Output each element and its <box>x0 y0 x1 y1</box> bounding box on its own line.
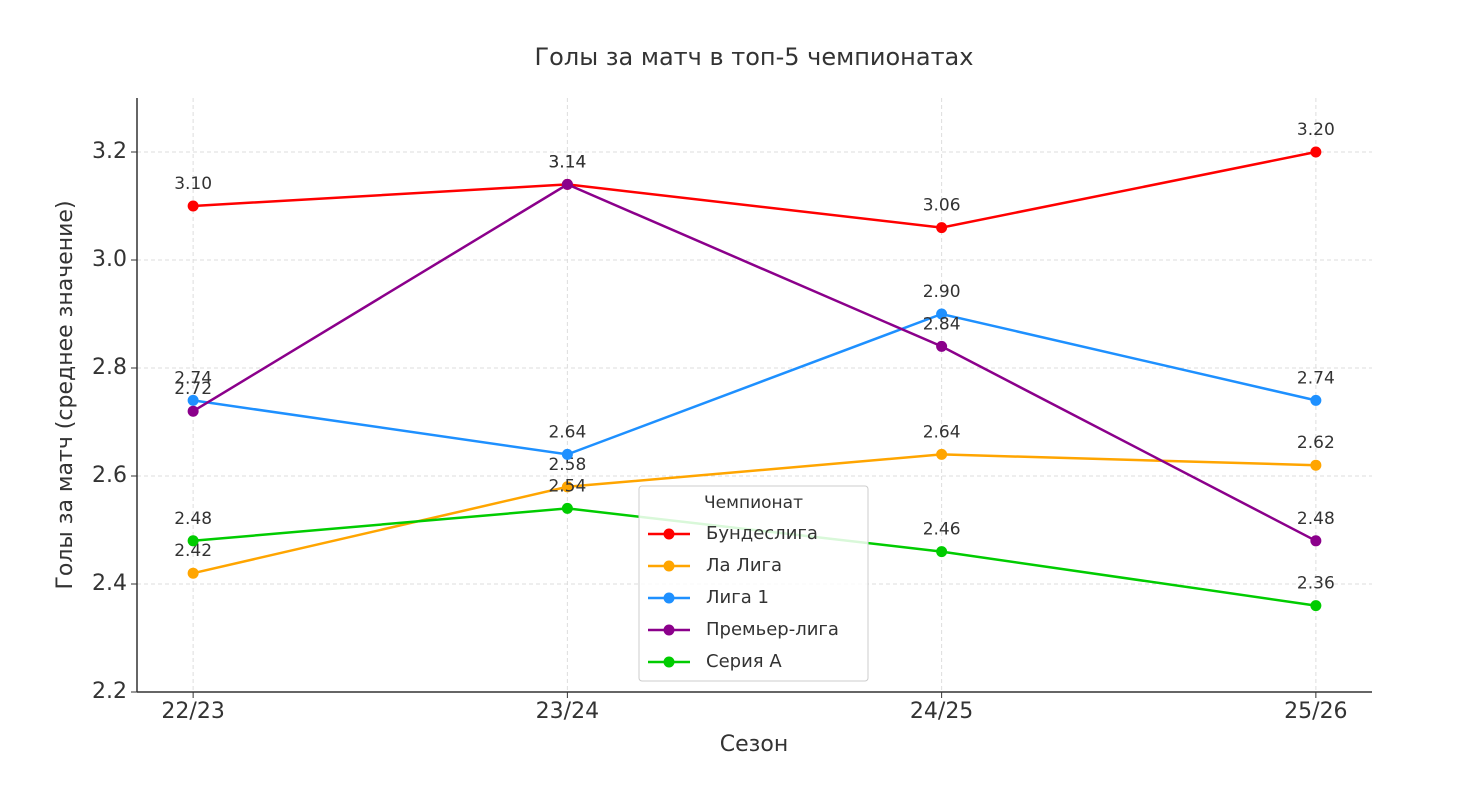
legend-marker <box>663 528 675 540</box>
data-point <box>561 448 573 460</box>
data-label: 2.90 <box>923 282 961 302</box>
data-point <box>561 502 573 514</box>
data-point <box>1310 535 1322 547</box>
data-label: 2.74 <box>1297 368 1335 388</box>
data-point <box>187 567 199 579</box>
data-label: 2.62 <box>1297 433 1335 453</box>
data-point <box>1310 146 1322 158</box>
data-label: 3.14 <box>548 152 586 172</box>
data-point <box>187 394 199 406</box>
data-point <box>1310 459 1322 471</box>
y-tick-label: 2.4 <box>92 571 127 596</box>
legend-label: Премьер-лига <box>706 619 839 640</box>
data-point <box>1310 600 1322 612</box>
legend-marker <box>663 624 675 636</box>
data-point <box>936 340 948 352</box>
data-label: 2.42 <box>174 541 212 561</box>
data-label: 3.20 <box>1297 120 1335 140</box>
data-point <box>936 546 948 558</box>
x-tick-label: 25/26 <box>1284 699 1347 724</box>
data-point <box>561 178 573 190</box>
data-point <box>187 405 199 417</box>
data-point <box>1310 394 1322 406</box>
series-line <box>192 453 1316 575</box>
data-label: 2.64 <box>548 422 586 442</box>
data-label: 2.74 <box>174 368 212 388</box>
legend-label: Лига 1 <box>706 587 769 608</box>
legend-label: Серия А <box>706 651 782 672</box>
series-line <box>193 150 1317 229</box>
x-tick-label: 22/23 <box>161 699 224 724</box>
data-label: 2.72 <box>174 379 212 399</box>
legend-title: Чемпионат <box>704 493 803 513</box>
y-tick-label: 2.8 <box>92 355 127 380</box>
y-tick-label: 3.0 <box>92 247 127 272</box>
data-label: 3.14 <box>548 152 586 172</box>
x-tick-label: 24/25 <box>910 699 973 724</box>
legend-marker <box>663 656 675 668</box>
data-label: 3.10 <box>174 174 212 194</box>
data-label: 2.84 <box>923 314 961 334</box>
series-line <box>192 182 1317 542</box>
data-point <box>936 308 948 320</box>
data-label: 2.46 <box>923 520 961 540</box>
data-label: 2.64 <box>923 422 961 442</box>
y-tick-label: 2.2 <box>92 679 127 704</box>
y-axis-label: Голы за матч (среднее значение) <box>53 200 78 589</box>
data-point <box>187 200 199 212</box>
legend-box <box>638 485 869 682</box>
data-label: 2.58 <box>548 455 586 475</box>
legend-label: Ла Лига <box>706 555 782 576</box>
data-label: 2.54 <box>548 476 586 496</box>
chart-title: Голы за матч в топ-5 чемпионатах <box>535 43 974 71</box>
data-point <box>936 222 948 234</box>
legend-marker <box>663 560 675 572</box>
data-point <box>187 535 199 547</box>
legend-label: Бундеслига <box>706 523 818 544</box>
y-tick-label: 2.6 <box>92 463 127 488</box>
data-label: 2.36 <box>1297 574 1335 594</box>
data-point <box>561 481 573 493</box>
x-axis-label: Сезон <box>720 732 788 757</box>
data-label: 3.06 <box>923 196 961 216</box>
data-point <box>936 448 948 460</box>
data-label: 2.48 <box>1297 509 1335 529</box>
legend: Чемпионат Бундеслига Ла Лига Лига 1 Премьер-… <box>638 485 869 682</box>
y-tick-label: 3.2 <box>92 139 127 164</box>
x-tick-label: 23/24 <box>536 699 599 724</box>
legend-marker <box>663 592 675 604</box>
series-line <box>192 312 1317 456</box>
data-label: 2.48 <box>174 509 212 529</box>
